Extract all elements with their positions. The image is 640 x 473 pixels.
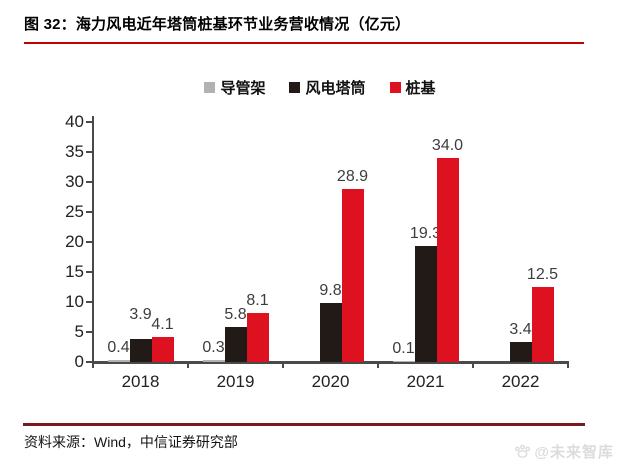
x-axis-label-2022: 2022: [501, 372, 540, 391]
bar-pile-foundation-2019: [246, 313, 269, 362]
x-axis-label-2020: 2020: [311, 372, 350, 391]
y-tick-label-0: 0: [74, 352, 84, 371]
value-label-pile-foundation-2020: 28.9: [336, 167, 369, 185]
y-tick-25: [86, 211, 92, 213]
y-tick-5: [86, 331, 92, 333]
value-label-pile-foundation-2019: 8.1: [246, 292, 269, 310]
bar-wind-tower-2022: [509, 341, 532, 362]
x-tick-3: [377, 362, 379, 368]
x-axis-label-2018: 2018: [121, 372, 160, 391]
bar-jacket-2018: [107, 359, 130, 362]
value-label-pile-foundation-2022: 12.5: [526, 266, 559, 283]
watermark: @未来智库: [514, 441, 614, 462]
value-label-jacket-2018: 0.4: [107, 338, 130, 356]
value-label-wind-tower-2019: 5.8: [224, 306, 247, 324]
bar-wind-tower-2018: [129, 338, 152, 362]
x-tick-0: [92, 362, 94, 368]
bar-pile-foundation-2020: [341, 188, 364, 362]
y-tick-label-35: 35: [65, 142, 84, 161]
legend-item-pile-foundation: 桩基: [389, 77, 436, 98]
x-tick-4: [472, 362, 474, 368]
bar-wind-tower-2019: [224, 327, 247, 362]
x-axis-line: [92, 361, 569, 364]
footer-rule: [23, 423, 585, 426]
value-label-jacket-2019: 0.3: [202, 339, 225, 357]
bar-chart: 0 5 10 15 20 25 30 35 40 2018 2019 2020 2021 2022 0.4 3…: [65, 112, 569, 391]
y-tick-label-20: 20: [65, 232, 84, 251]
y-tick-label-30: 30: [65, 172, 84, 191]
y-tick-label-10: 10: [65, 292, 84, 311]
chart-legend: 导管架 风电塔筒 桩基: [0, 77, 640, 97]
y-tick-20: [86, 241, 92, 243]
legend-item-jacket: 导管架: [204, 77, 265, 98]
x-axis-label-2019: 2019: [216, 372, 255, 391]
legend-label-wind-tower: 风电塔筒: [305, 79, 366, 97]
bar-pile-foundation-2021: [436, 158, 459, 362]
y-axis-line: [92, 116, 94, 364]
value-label-pile-foundation-2018: 4.1: [151, 316, 174, 334]
y-tick-10: [86, 301, 92, 303]
x-tick-2: [282, 362, 284, 368]
value-label-wind-tower-2022: 3.4: [509, 320, 532, 338]
legend-swatch-jacket: [204, 81, 216, 93]
legend-label-jacket: 导管架: [220, 79, 266, 97]
bar-jacket-2021: [392, 361, 415, 362]
y-tick-30: [86, 181, 92, 183]
value-label-jacket-2021: 0.1: [392, 340, 415, 358]
source-note: 资料来源：Wind，中信证券研究部: [24, 434, 238, 450]
value-label-wind-tower-2018: 3.9: [129, 305, 152, 323]
bar-wind-tower-2020: [319, 303, 342, 362]
watermark-text: @未来智库: [534, 444, 614, 461]
legend-item-wind-tower: 风电塔筒: [289, 77, 366, 98]
value-label-wind-tower-2021: 19.3: [409, 225, 442, 243]
bar-pile-foundation-2022: [531, 287, 554, 362]
y-tick-label-25: 25: [65, 202, 84, 221]
x-tick-5: [567, 362, 569, 368]
bar-wind-tower-2021: [414, 246, 437, 362]
legend-swatch-pile-foundation: [389, 81, 401, 93]
x-tick-1: [187, 362, 189, 368]
value-label-wind-tower-2020: 9.8: [319, 282, 342, 300]
y-tick-0: [86, 361, 92, 363]
legend-swatch-wind-tower: [289, 81, 301, 93]
x-axis-label-2021: 2021: [406, 372, 445, 391]
y-tick-40: [86, 121, 92, 123]
legend-label-pile-foundation: 桩基: [405, 79, 436, 97]
figure-title: 图 32：海力风电近年塔筒桩基环节业务营收情况（亿元）: [24, 16, 411, 33]
bar-pile-foundation-2018: [151, 337, 174, 362]
y-tick-label-5: 5: [74, 322, 84, 341]
value-label-pile-foundation-2021: 34.0: [431, 137, 464, 154]
y-tick-15: [86, 271, 92, 273]
title-underline: [24, 42, 584, 44]
y-tick-35: [86, 151, 92, 153]
paw-logo-icon: [515, 444, 531, 458]
y-tick-label-15: 15: [65, 262, 84, 281]
y-tick-label-40: 40: [65, 112, 84, 131]
bar-jacket-2019: [202, 360, 225, 362]
